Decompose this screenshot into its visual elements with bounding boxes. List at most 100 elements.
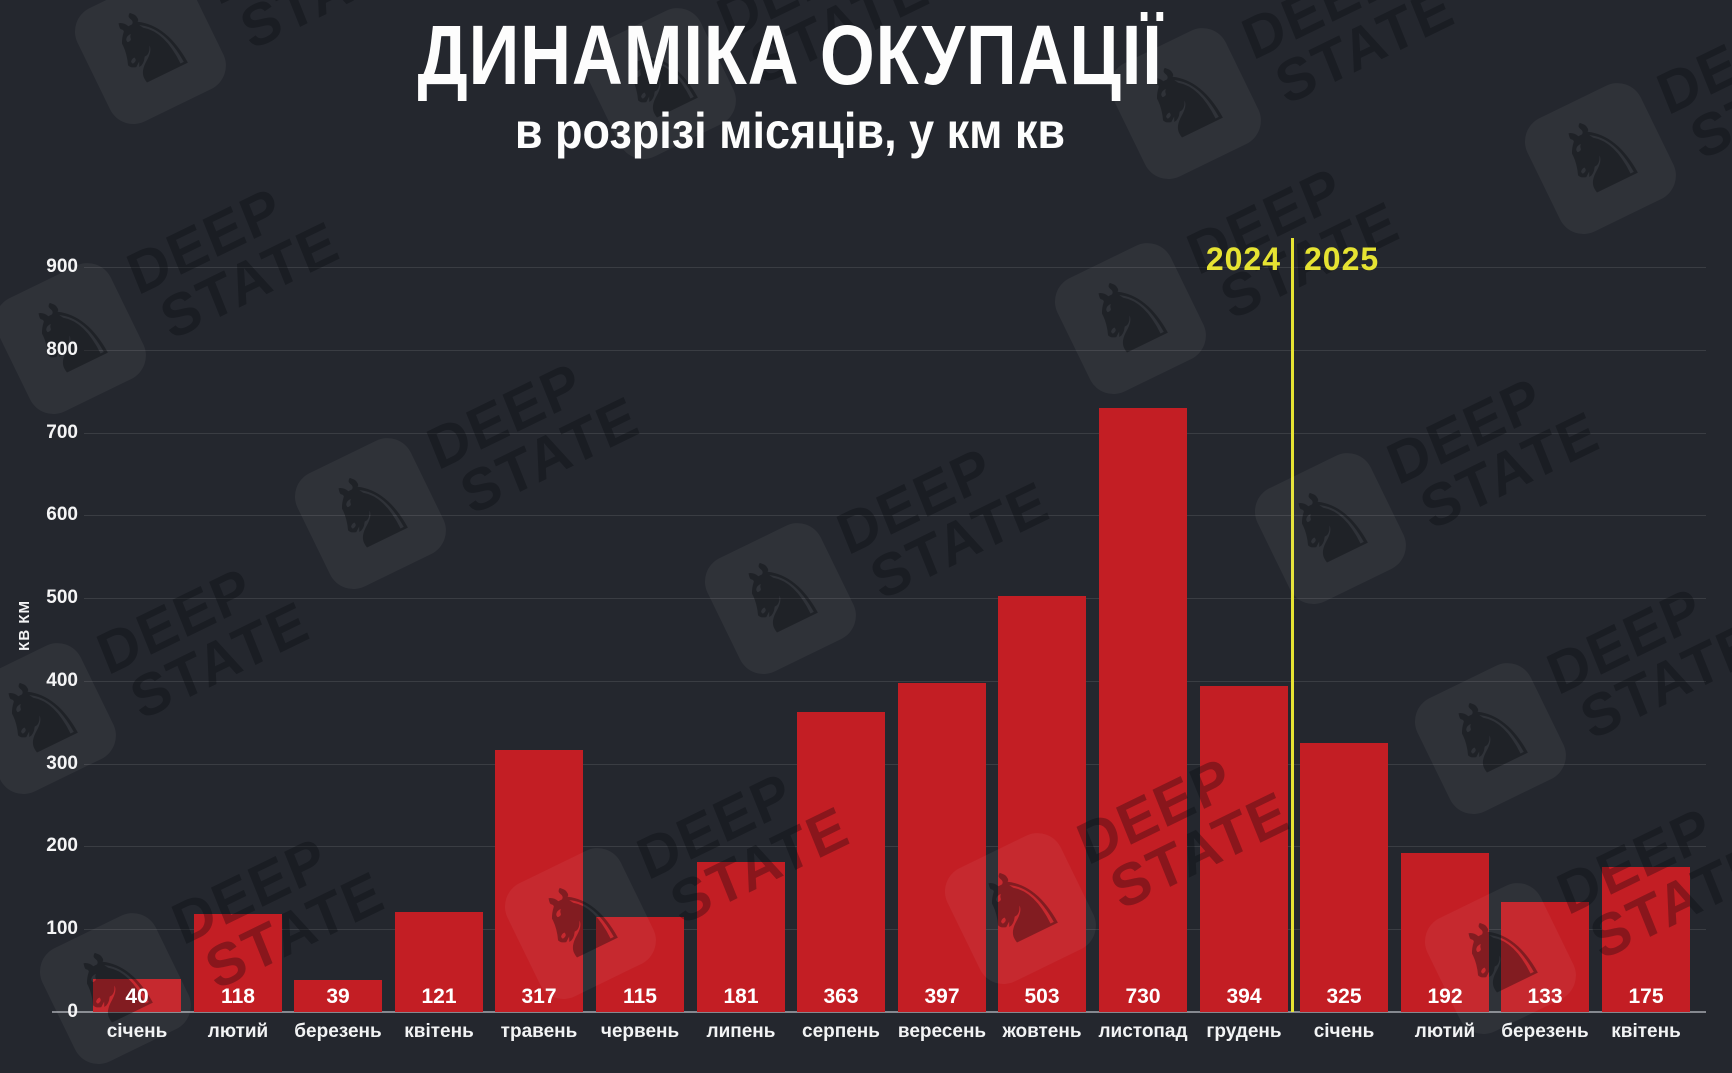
bar-15-квітень <box>1602 867 1690 1012</box>
gridline-500 <box>84 598 1706 599</box>
year-label-2025: 2025 <box>1304 241 1380 277</box>
watermark-text-line2: STATE <box>1411 398 1609 543</box>
y-tick-label-700: 700 <box>46 422 78 443</box>
bar-value-label-14: 133 <box>1527 985 1563 1008</box>
x-tick-label-11: грудень <box>1206 1021 1282 1042</box>
watermark-text-line2: STATE <box>451 383 649 528</box>
bar-value-label-9: 503 <box>1024 985 1060 1008</box>
bar-value-label-5: 115 <box>623 985 657 1008</box>
bar-4-травень <box>495 750 583 1012</box>
y-tick-label-300: 300 <box>46 753 78 774</box>
deepstate-badge: ♞ <box>1246 444 1415 613</box>
chess-knight-icon: ♞ <box>1426 668 1552 803</box>
chess-knight-icon: ♞ <box>6 268 132 403</box>
watermark-text-line1: DEEP <box>118 174 293 309</box>
y-tick-label-400: 400 <box>46 670 78 691</box>
y-tick-label-0: 0 <box>67 1001 78 1022</box>
watermark-text-line1: DEEP <box>418 349 593 484</box>
bar-value-label-1: 118 <box>221 985 255 1008</box>
bar-value-label-12: 325 <box>1326 985 1362 1008</box>
x-tick-label-12: січень <box>1313 1021 1375 1042</box>
chart-header: ДИНАМІКА ОКУПАЦІЇ в розрізі місяців, у к… <box>0 0 1580 159</box>
watermark-text-line2: STATE <box>1681 28 1732 173</box>
gridline-800 <box>84 350 1706 351</box>
x-tick-label-15: квітень <box>1611 1021 1681 1042</box>
gridline-400 <box>84 681 1706 682</box>
gridline-600 <box>84 515 1706 516</box>
bar-10-листопад <box>1099 408 1187 1012</box>
x-tick-label-8: вересень <box>897 1021 987 1042</box>
x-tick-label-6: липень <box>706 1021 776 1042</box>
watermark-text-line1: DEEP <box>828 434 1003 569</box>
y-tick-label-500: 500 <box>46 587 78 608</box>
bar-7-серпень <box>797 712 885 1012</box>
watermark-text-line1: DEEP <box>1648 0 1732 129</box>
bar-13-лютий <box>1401 853 1489 1012</box>
x-tick-label-7: серпень <box>802 1021 880 1042</box>
bar-14-березень <box>1501 902 1589 1012</box>
x-tick-label-9: жовтень <box>1002 1021 1082 1042</box>
deepstate-badge: ♞ <box>0 634 125 803</box>
bar-value-label-11: 394 <box>1226 985 1262 1008</box>
bar-9-жовтень <box>998 596 1086 1012</box>
gridline-100 <box>84 929 1706 930</box>
bar-value-label-4: 317 <box>521 985 557 1008</box>
watermark-text-line2: STATE <box>861 468 1059 613</box>
bar-11-грудень <box>1200 686 1288 1012</box>
gridline-300 <box>84 764 1706 765</box>
x-axis-line <box>52 1011 1706 1013</box>
bar-value-label-8: 397 <box>924 985 960 1008</box>
x-tick-label-14: березень <box>1501 1021 1589 1042</box>
bar-12-січень <box>1300 743 1388 1012</box>
year-label-2024: 2024 <box>1205 241 1281 277</box>
bar-value-label-10: 730 <box>1125 985 1161 1008</box>
watermark-text-line1: DEEP <box>88 554 263 689</box>
bar-value-label-15: 175 <box>1628 985 1664 1008</box>
bar-2-березень <box>294 980 382 1012</box>
bar-value-label-0: 40 <box>125 985 149 1008</box>
bar-6-липень <box>697 862 785 1012</box>
chess-knight-icon: ♞ <box>1266 458 1392 593</box>
bar-value-label-2: 39 <box>326 985 350 1008</box>
bar-value-label-3: 121 <box>421 985 457 1008</box>
chess-knight-icon: ♞ <box>306 443 432 578</box>
bar-3-квітень <box>395 912 483 1012</box>
bar-value-label-6: 181 <box>723 985 759 1008</box>
watermark-text-line2: STATE <box>151 208 349 353</box>
gridline-700 <box>84 433 1706 434</box>
deepstate-badge: ♞ <box>286 429 455 598</box>
x-tick-label-13: лютий <box>1414 1021 1476 1042</box>
chart-subtitle: в розрізі місяців, у км кв <box>514 103 1066 160</box>
chess-knight-icon: ♞ <box>716 528 842 663</box>
y-tick-label-100: 100 <box>46 918 78 939</box>
x-tick-label-5: червень <box>600 1021 680 1042</box>
x-tick-label-2: березень <box>294 1021 382 1042</box>
y-tick-label-800: 800 <box>46 339 78 360</box>
bar-value-label-7: 363 <box>823 985 859 1008</box>
watermark-text-line2: STATE <box>121 588 319 733</box>
y-tick-label-600: 600 <box>46 504 78 525</box>
bar-5-червень <box>596 917 684 1012</box>
bar-1-лютий <box>194 914 282 1012</box>
x-tick-label-4: травень <box>500 1021 578 1042</box>
bar-0-січень <box>93 979 181 1012</box>
x-tick-label-10: листопад <box>1098 1021 1188 1042</box>
bar-8-вересень <box>898 683 986 1012</box>
gridline-900 <box>84 267 1706 268</box>
y-tick-label-900: 900 <box>46 256 78 277</box>
x-tick-label-3: квітень <box>404 1021 474 1042</box>
deepstate-badge: ♞ <box>1406 654 1575 823</box>
watermark-text-line1: DEEP <box>1378 364 1553 499</box>
x-tick-label-1: лютий <box>207 1021 269 1042</box>
year-divider-line <box>1291 238 1294 1012</box>
y-tick-label-200: 200 <box>46 835 78 856</box>
x-tick-label-0: січень <box>106 1021 168 1042</box>
